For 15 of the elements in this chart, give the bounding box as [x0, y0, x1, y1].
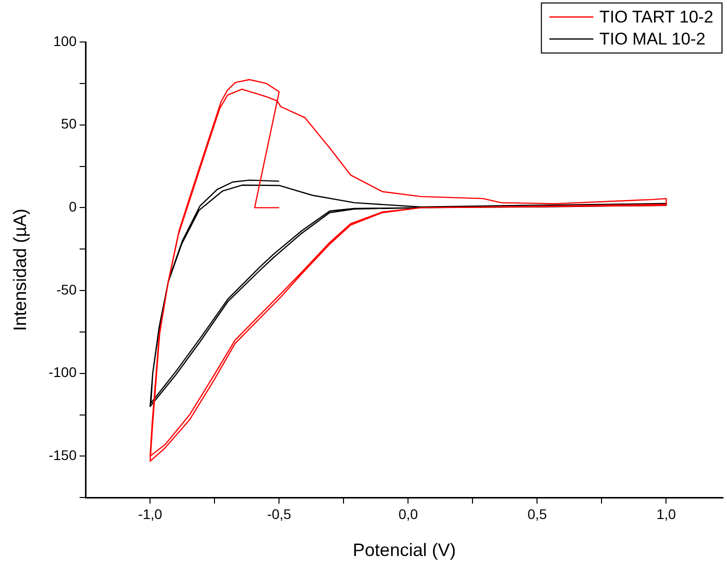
- y-tick-label: -100: [48, 364, 77, 380]
- x-tick-label: -0,5: [267, 506, 292, 522]
- y-tick-label: 100: [53, 32, 77, 49]
- x-tick-label: 1,0: [656, 506, 676, 522]
- legend-label: TIO TART 10-2: [599, 8, 714, 27]
- legend-label: TIO MAL 10-2: [599, 30, 706, 49]
- x-tick-label: -1,0: [138, 506, 162, 522]
- y-tick-label: -50: [56, 281, 77, 298]
- x-tick-label: 0,0: [398, 506, 418, 522]
- y-tick-label: -150: [48, 447, 77, 464]
- y-tick-label: 0: [68, 198, 77, 215]
- y-tick-label: 50: [61, 116, 77, 132]
- x-tick-label: 0,5: [527, 506, 548, 522]
- y-axis-title: Intensidad (µA): [10, 208, 30, 332]
- x-axis-title: Potencial (V): [352, 540, 456, 560]
